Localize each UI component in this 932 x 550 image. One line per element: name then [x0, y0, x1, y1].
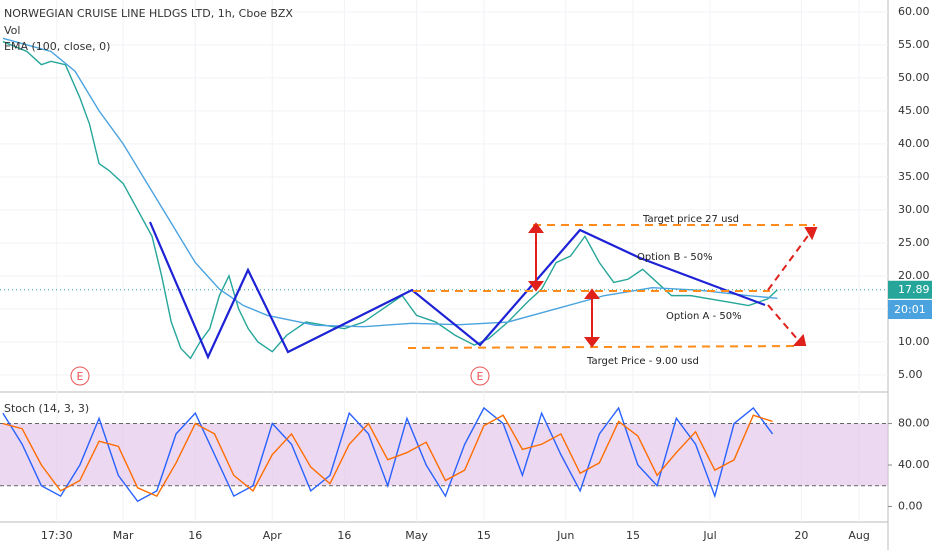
countdown-box: [888, 300, 932, 319]
y-tick-label: 55.00: [898, 38, 930, 51]
x-tick-label: 16: [337, 529, 351, 542]
y-tick-label: 60.00: [898, 5, 930, 18]
x-tick-label: Jul: [702, 529, 716, 542]
series-line: [2, 414, 773, 497]
series-line: [2, 406, 774, 503]
annotation: Target price 27 usd: [642, 214, 739, 225]
y-tick-label: 40.00: [898, 137, 930, 150]
x-tick-label: 17:30: [41, 529, 73, 542]
x-tick-label: 15: [626, 529, 640, 542]
earnings-label[interactable]: E: [77, 370, 84, 383]
y-tick-label: 35.00: [898, 170, 930, 183]
x-tick-label: Apr: [263, 529, 283, 542]
earnings-label[interactable]: E: [477, 370, 484, 383]
pattern-drawing: [148, 221, 766, 360]
ema-label: EMA (100, close, 0): [4, 40, 110, 53]
last-price-label: 17.89: [898, 283, 930, 296]
y-tick-label: 10.00: [898, 335, 930, 348]
y-tick-label: 0.00: [898, 499, 923, 512]
level-lines: [407, 224, 815, 349]
symbol-title: NORWEGIAN CRUISE LINE HLDGS LTD, 1h, Cbo…: [4, 7, 293, 20]
y-tick-label: 5.00: [898, 368, 923, 381]
annotation: Target Price - 9.00 usd: [586, 356, 699, 367]
y-tick-label: 25.00: [898, 236, 930, 249]
annotation: Option A - 50%: [666, 311, 742, 322]
arrows: [528, 222, 818, 348]
earnings-marker[interactable]: [70, 366, 90, 386]
annotation: Option B - 50%: [637, 252, 713, 263]
x-tick-label: Jun: [556, 529, 574, 542]
y-tick-label: 80.00: [898, 417, 930, 430]
stoch-label: Stoch (14, 3, 3): [4, 402, 89, 415]
x-tick-label: May: [405, 529, 428, 542]
x-tick-label: Aug: [848, 529, 869, 542]
x-tick-label: Mar: [113, 529, 134, 542]
y-tick-label: 20.00: [898, 269, 930, 282]
series-line: [2, 40, 778, 360]
stoch-band: [0, 423, 888, 486]
y-tick-label: 45.00: [898, 104, 930, 117]
vol-label: Vol: [4, 24, 20, 37]
x-tick-label: 15: [477, 529, 491, 542]
earnings-marker[interactable]: [470, 366, 490, 386]
y-tick-label: 30.00: [898, 203, 930, 216]
x-tick-label: 20: [794, 529, 808, 542]
x-tick-label: 16: [188, 529, 202, 542]
y-tick-label: 50.00: [898, 71, 930, 84]
y-tick-label: 40.00: [898, 458, 930, 471]
last-price-box: [888, 280, 932, 299]
countdown: 20:01: [894, 303, 926, 316]
